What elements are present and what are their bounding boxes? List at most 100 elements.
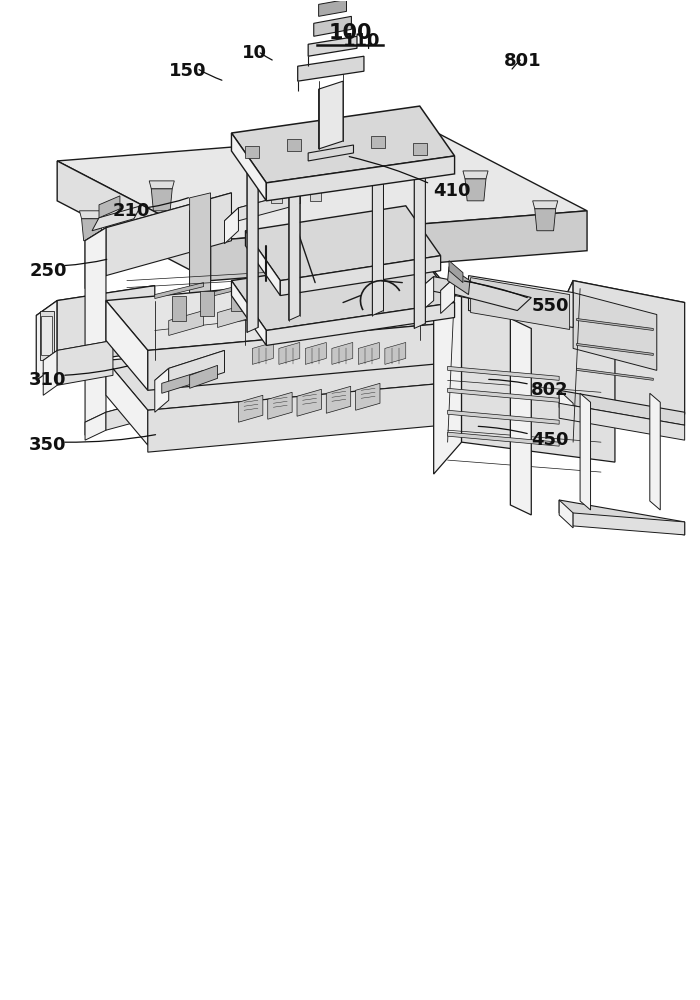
Polygon shape — [573, 293, 657, 370]
Polygon shape — [232, 106, 454, 183]
Polygon shape — [559, 500, 573, 528]
Polygon shape — [148, 380, 475, 452]
Text: 802: 802 — [531, 381, 569, 399]
Polygon shape — [43, 340, 113, 360]
Text: 10: 10 — [242, 44, 267, 62]
Polygon shape — [232, 286, 246, 311]
Polygon shape — [80, 211, 104, 219]
Polygon shape — [247, 141, 258, 332]
Polygon shape — [106, 378, 232, 430]
Polygon shape — [461, 289, 615, 462]
Text: 110: 110 — [343, 32, 381, 50]
Polygon shape — [305, 342, 326, 364]
Polygon shape — [468, 276, 573, 327]
Polygon shape — [463, 171, 488, 179]
Polygon shape — [260, 296, 294, 320]
Polygon shape — [190, 193, 211, 392]
Polygon shape — [413, 143, 427, 155]
Polygon shape — [298, 56, 364, 81]
Text: 210: 210 — [113, 202, 150, 220]
Polygon shape — [190, 198, 211, 398]
Polygon shape — [308, 145, 354, 161]
Polygon shape — [559, 403, 685, 440]
Polygon shape — [559, 390, 685, 425]
Polygon shape — [36, 301, 57, 380]
Polygon shape — [447, 410, 559, 424]
Polygon shape — [372, 131, 384, 316]
Polygon shape — [510, 319, 531, 515]
Polygon shape — [155, 350, 225, 380]
Polygon shape — [414, 141, 426, 328]
Text: 550: 550 — [531, 297, 569, 315]
Polygon shape — [85, 378, 232, 422]
Polygon shape — [287, 139, 301, 151]
Polygon shape — [356, 383, 380, 410]
Polygon shape — [149, 181, 174, 189]
Polygon shape — [434, 289, 461, 474]
Polygon shape — [465, 179, 486, 201]
Polygon shape — [267, 156, 293, 164]
Polygon shape — [246, 231, 280, 296]
Polygon shape — [270, 164, 290, 186]
Polygon shape — [211, 211, 587, 281]
Polygon shape — [151, 189, 172, 211]
Polygon shape — [253, 342, 273, 364]
Polygon shape — [326, 386, 351, 413]
Polygon shape — [322, 277, 371, 293]
Polygon shape — [447, 432, 559, 446]
Polygon shape — [280, 256, 440, 296]
Polygon shape — [371, 136, 385, 148]
Polygon shape — [85, 193, 232, 241]
Polygon shape — [266, 303, 454, 345]
Polygon shape — [510, 303, 531, 319]
Polygon shape — [232, 253, 454, 330]
Polygon shape — [162, 370, 204, 393]
Polygon shape — [190, 365, 218, 388]
Polygon shape — [41, 316, 52, 355]
Polygon shape — [106, 330, 475, 410]
Polygon shape — [318, 0, 346, 16]
Polygon shape — [374, 154, 395, 176]
Polygon shape — [92, 206, 141, 231]
Text: 801: 801 — [503, 52, 541, 70]
Polygon shape — [85, 228, 106, 435]
Polygon shape — [172, 296, 186, 320]
Polygon shape — [218, 303, 253, 327]
Polygon shape — [246, 206, 440, 281]
Polygon shape — [266, 279, 315, 295]
Text: 100: 100 — [328, 23, 372, 43]
Polygon shape — [239, 395, 262, 422]
Polygon shape — [420, 277, 434, 313]
Polygon shape — [155, 283, 204, 299]
Polygon shape — [650, 393, 660, 510]
Polygon shape — [440, 278, 454, 314]
Polygon shape — [40, 311, 54, 360]
Polygon shape — [106, 271, 475, 350]
Polygon shape — [225, 193, 294, 221]
Polygon shape — [57, 161, 211, 281]
Polygon shape — [288, 136, 300, 320]
Polygon shape — [82, 219, 102, 241]
Polygon shape — [106, 360, 148, 445]
Polygon shape — [314, 16, 351, 36]
Polygon shape — [447, 388, 559, 402]
Polygon shape — [559, 390, 573, 420]
Polygon shape — [246, 146, 260, 158]
Polygon shape — [169, 350, 225, 390]
Polygon shape — [85, 412, 106, 440]
Polygon shape — [577, 319, 653, 330]
Polygon shape — [470, 278, 570, 329]
Polygon shape — [440, 278, 531, 311]
Text: 310: 310 — [29, 371, 66, 389]
Polygon shape — [308, 36, 357, 56]
Polygon shape — [358, 342, 379, 364]
Polygon shape — [85, 228, 106, 289]
Polygon shape — [318, 81, 343, 149]
Polygon shape — [535, 209, 556, 231]
Polygon shape — [106, 193, 232, 276]
Polygon shape — [239, 193, 294, 221]
Polygon shape — [447, 267, 470, 295]
Polygon shape — [106, 301, 148, 390]
Polygon shape — [580, 393, 591, 510]
Polygon shape — [420, 277, 545, 311]
